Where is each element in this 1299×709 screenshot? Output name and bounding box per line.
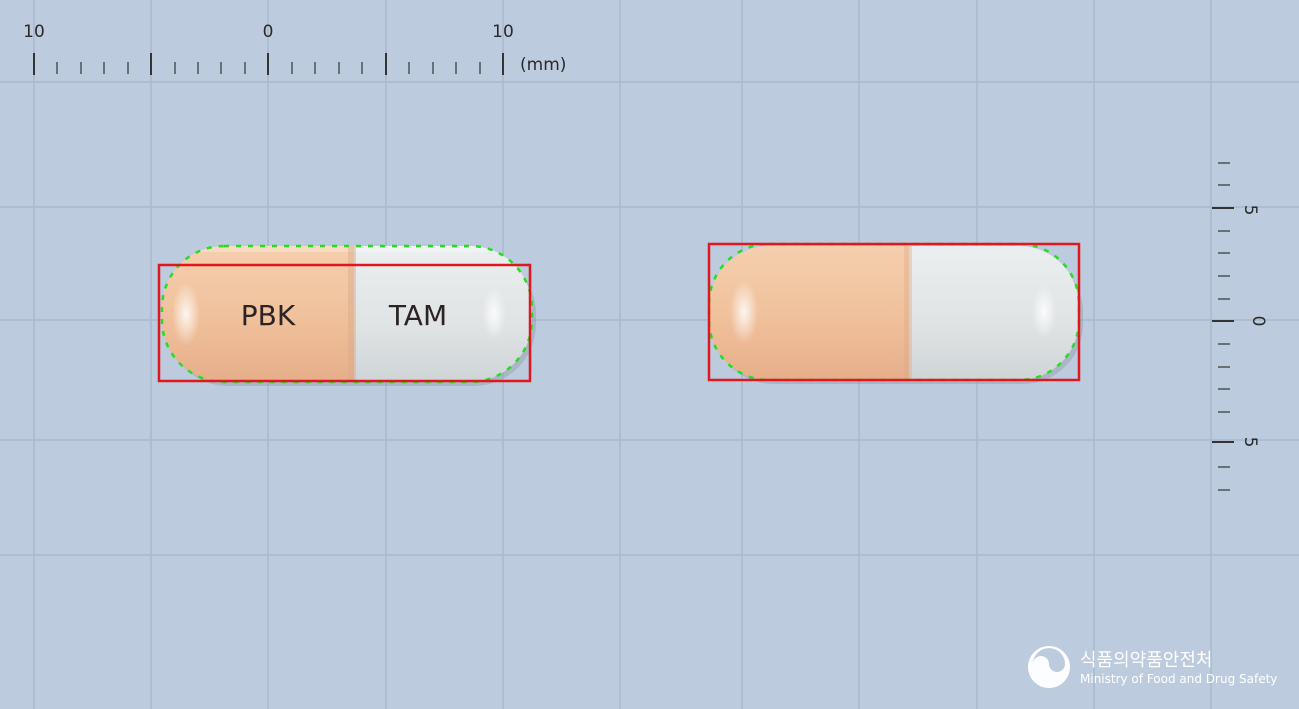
capsule-front-imprint-left: PBK — [241, 299, 296, 332]
mfds-emblem-icon — [1028, 646, 1070, 688]
capsule-back — [709, 246, 1083, 384]
mfds-logo: 식품의약품안전처 Ministry of Food and Drug Safet… — [1028, 646, 1277, 688]
top-ruler-ticks — [33, 53, 504, 75]
detection-box-front — [157, 263, 532, 383]
side-ruler-ticks — [1212, 162, 1234, 491]
detection-box-back — [707, 242, 1081, 382]
capsule-front-imprint-right: TAM — [388, 299, 447, 332]
detection-boxes — [157, 242, 1081, 383]
top-ruler: 10 0 10 (mm) — [23, 22, 566, 75]
capsule-back-highlight — [730, 280, 758, 344]
side-ruler-label-zero: 0 — [1248, 316, 1268, 327]
side-ruler: 5 0 5 — [1212, 162, 1268, 491]
logo-english-text: Ministry of Food and Drug Safety — [1080, 672, 1277, 686]
logo-korean-text: 식품의약품안전처 — [1080, 650, 1212, 671]
top-ruler-label-left: 10 — [23, 22, 45, 42]
capsule-front: PBK TAM — [162, 246, 536, 386]
side-ruler-label-bottom: 5 — [1240, 437, 1260, 448]
side-ruler-label-top: 5 — [1240, 205, 1260, 216]
top-ruler-label-right: 10 — [492, 22, 514, 42]
top-ruler-label-zero: 0 — [263, 22, 274, 42]
capsule-front-highlight — [172, 282, 200, 346]
top-ruler-unit: (mm) — [520, 55, 566, 75]
